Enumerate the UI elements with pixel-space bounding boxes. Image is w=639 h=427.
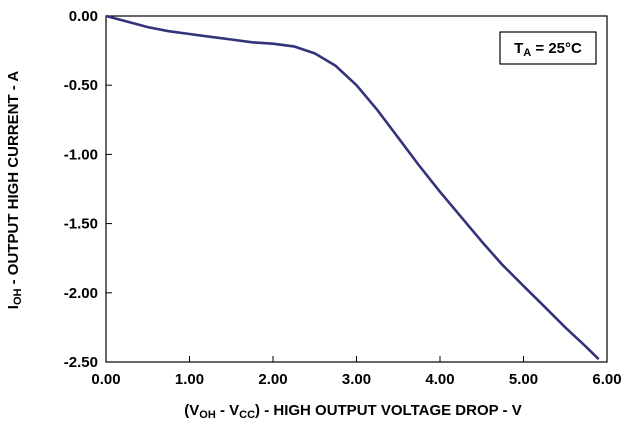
x-tick-label: 3.00 bbox=[342, 371, 371, 388]
x-axis-title: (VOH - VCC) - HIGH OUTPUT VOLTAGE DROP -… bbox=[184, 402, 521, 421]
series-line bbox=[105, 14, 600, 361]
y-tick-label: -1.00 bbox=[64, 146, 98, 163]
y-tick-label: -2.00 bbox=[64, 285, 98, 302]
x-tick-label: 6.00 bbox=[592, 371, 621, 388]
x-tick-label: 0.00 bbox=[91, 371, 120, 388]
x-tick-label: 5.00 bbox=[509, 371, 538, 388]
x-tick-label: 1.00 bbox=[175, 371, 204, 388]
plot-frame bbox=[105, 15, 608, 363]
temperature-annotation: TA = 25°C bbox=[514, 40, 582, 59]
x-tick-label: 4.00 bbox=[425, 371, 454, 388]
legend-frame bbox=[499, 31, 597, 65]
legend-box: TA = 25°C bbox=[499, 31, 597, 65]
y-tick-label: -1.50 bbox=[64, 216, 98, 233]
y-axis-title: IOH - OUTPUT HIGH CURRENT - A bbox=[5, 71, 24, 310]
y-tick-label: -0.50 bbox=[64, 77, 98, 94]
y-tick-label: 0.00 bbox=[69, 8, 98, 25]
x-tick-label: 2.00 bbox=[258, 371, 287, 388]
y-tick-label: -2.50 bbox=[64, 354, 98, 371]
